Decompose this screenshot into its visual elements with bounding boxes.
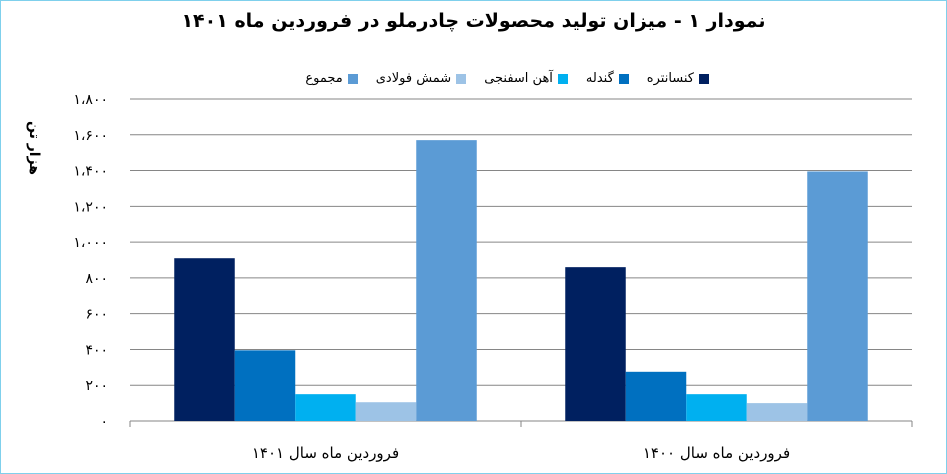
bar: [234, 350, 296, 421]
bar: [416, 140, 477, 421]
y-tick-label: ۸۰۰: [85, 271, 108, 287]
bar: [746, 403, 808, 421]
legend-swatch: [347, 73, 358, 84]
y-tick-label: ۶۰۰: [85, 307, 108, 323]
bar: [625, 371, 687, 421]
chart-legend: کنسانتره گندله آهن اسفنجی شمش فولادی مجم…: [305, 71, 709, 86]
y-tick-label: ۱،۰۰۰: [73, 235, 108, 251]
y-tick-label: ۲۰۰: [85, 378, 108, 394]
legend-item-sponge-iron: آهن اسفنجی: [484, 71, 568, 86]
legend-swatch: [699, 73, 709, 84]
bar: [295, 394, 356, 421]
legend-swatch: [557, 73, 568, 84]
y-tick-label: ۰: [100, 414, 108, 430]
bar: [807, 171, 868, 421]
y-tick-label: ۱،۸۰۰: [73, 92, 108, 108]
legend-item-concentrate: کنسانتره: [647, 71, 709, 86]
legend-item-total: مجموع: [305, 71, 358, 86]
legend-item-pellet: گندله: [586, 71, 629, 86]
y-tick-label: ۴۰۰: [85, 342, 108, 358]
bar: [686, 394, 747, 421]
legend-swatch: [456, 73, 467, 84]
y-tick-label: ۱،۲۰۰: [73, 199, 108, 215]
chart-title: نمودار ۱ - میزان تولید محصولات چادرملو د…: [181, 10, 766, 32]
y-axis-label: هزار تن: [26, 120, 42, 175]
bar: [565, 267, 626, 421]
x-category-label: فروردین ماه سال ۱۴۰۰: [643, 444, 790, 462]
legend-label: گندله: [585, 71, 614, 86]
y-tick-label: ۱،۶۰۰: [73, 128, 108, 144]
legend-label: کنسانتره: [646, 71, 694, 86]
x-category-label: فروردین ماه سال ۱۴۰۱: [252, 444, 399, 462]
legend-swatch: [618, 73, 629, 84]
legend-label: آهن اسفنجی: [484, 71, 553, 86]
bar: [355, 402, 417, 421]
y-tick-label: ۱،۴۰۰: [73, 164, 108, 180]
legend-label: مجموع: [305, 71, 343, 86]
legend-item-steel-billet: شمش فولادی: [375, 71, 467, 86]
legend-label: شمش فولادی: [375, 71, 452, 86]
bar: [174, 258, 235, 421]
